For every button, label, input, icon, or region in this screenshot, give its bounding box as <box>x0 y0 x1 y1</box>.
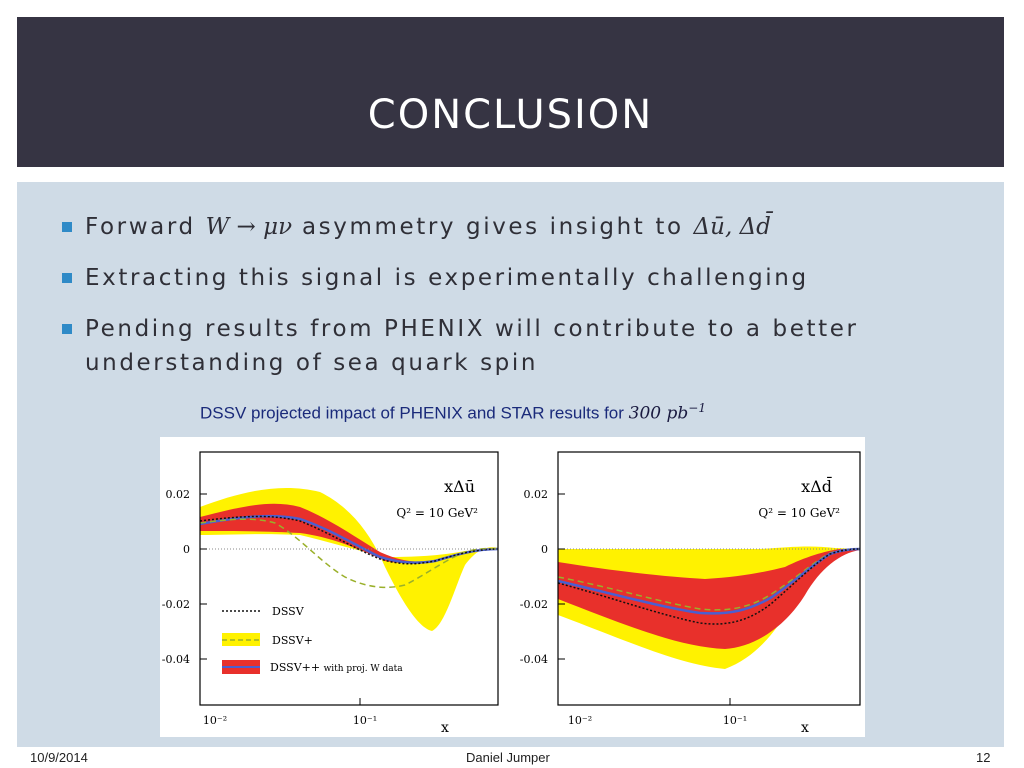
y-tick-marks <box>200 493 361 705</box>
y-tick-label: 0 <box>183 543 190 556</box>
q2-label: Q² = 10 GeV² <box>758 506 840 520</box>
x-tick-label: 10⁻² <box>568 714 592 727</box>
legend-label: DSSV+ <box>272 634 313 647</box>
dssv-plus-line <box>199 518 499 589</box>
caption-text: DSSV projected impact of PHENIX and STAR… <box>200 403 629 423</box>
q2-label: Q² = 10 GeV² <box>396 506 478 520</box>
y-tick-label: 0.02 <box>166 488 191 501</box>
bullet-item: Pending results from PHENIX will contrib… <box>42 312 922 380</box>
math-expression: W → μν <box>205 214 293 240</box>
caption-superscript: −1 <box>688 401 706 415</box>
y-tick-label: 0 <box>541 543 548 556</box>
bullet-item: Extracting this signal is experimentally… <box>42 261 922 295</box>
bullet-text: understanding of sea quark spin <box>85 350 539 376</box>
bullet-text: asymmetry gives insight to <box>292 214 694 240</box>
panel-label: xΔd̄ <box>801 475 832 496</box>
bullet-text: Extracting this signal is experimentally… <box>85 265 809 291</box>
x-axis-label: x <box>441 720 449 736</box>
footer-author: Daniel Jumper <box>466 750 550 765</box>
figure-caption: DSSV projected impact of PHENIX and STAR… <box>200 401 706 424</box>
x-tick-label: 10⁻² <box>203 714 227 727</box>
pdf-figure: 0.02 0 -0.02 -0.04 10⁻² 10⁻¹ x xΔū Q² = … <box>160 437 865 737</box>
red-uncertainty-band <box>200 503 498 564</box>
footer-page-number: 12 <box>976 750 991 765</box>
x-tick-label: 10⁻¹ <box>353 714 377 727</box>
y-tick-label: -0.04 <box>162 653 190 666</box>
bullet-square-icon <box>62 222 72 232</box>
dssv-plus-line <box>557 548 861 611</box>
y-tick-label: -0.02 <box>520 598 548 611</box>
y-tick-marks <box>558 493 731 705</box>
red-uncertainty-band <box>558 549 860 649</box>
panel-ubar: 0.02 0 -0.02 -0.04 10⁻² 10⁻¹ x xΔū Q² = … <box>162 451 499 736</box>
legend-label: DSSV <box>272 605 305 618</box>
bullet-list: Forward W → μν asymmetry gives insight t… <box>42 210 922 397</box>
title-bar: CONCLUSION <box>17 17 1004 167</box>
pdf-plots-svg: 0.02 0 -0.02 -0.04 10⁻² 10⁻¹ x xΔū Q² = … <box>162 451 861 736</box>
y-tick-label: -0.02 <box>162 598 190 611</box>
panel-dbar: 0.02 0 -0.02 -0.04 10⁻² 10⁻¹ x xΔd̄ Q² =… <box>520 451 861 736</box>
math-expression: Δū, Δd̄ <box>693 214 771 240</box>
x-tick-label: 10⁻¹ <box>723 714 747 727</box>
bullet-square-icon <box>62 324 72 334</box>
legend: DSSV DSSV+ DSSV++ with proj. W data <box>222 605 403 674</box>
bullet-text: Forward <box>85 214 206 240</box>
dssv-line <box>557 548 861 625</box>
y-tick-label: -0.04 <box>520 653 548 666</box>
bullet-square-icon <box>62 273 72 283</box>
plot-frame <box>199 451 499 706</box>
y-tick-label: 0.02 <box>524 488 549 501</box>
bullet-item: Forward W → μν asymmetry gives insight t… <box>42 210 922 244</box>
footer-date: 10/9/2014 <box>30 750 88 765</box>
slide-title: CONCLUSION <box>367 92 654 138</box>
plot-frame <box>557 451 861 706</box>
dssv-line <box>199 515 499 565</box>
legend-label: DSSV++ with proj. W data <box>270 661 403 674</box>
x-axis-label: x <box>801 720 809 736</box>
caption-math: 300 pb <box>628 403 689 424</box>
bullet-text: Pending results from PHENIX will contrib… <box>85 316 859 342</box>
panel-label: xΔū <box>444 477 475 496</box>
